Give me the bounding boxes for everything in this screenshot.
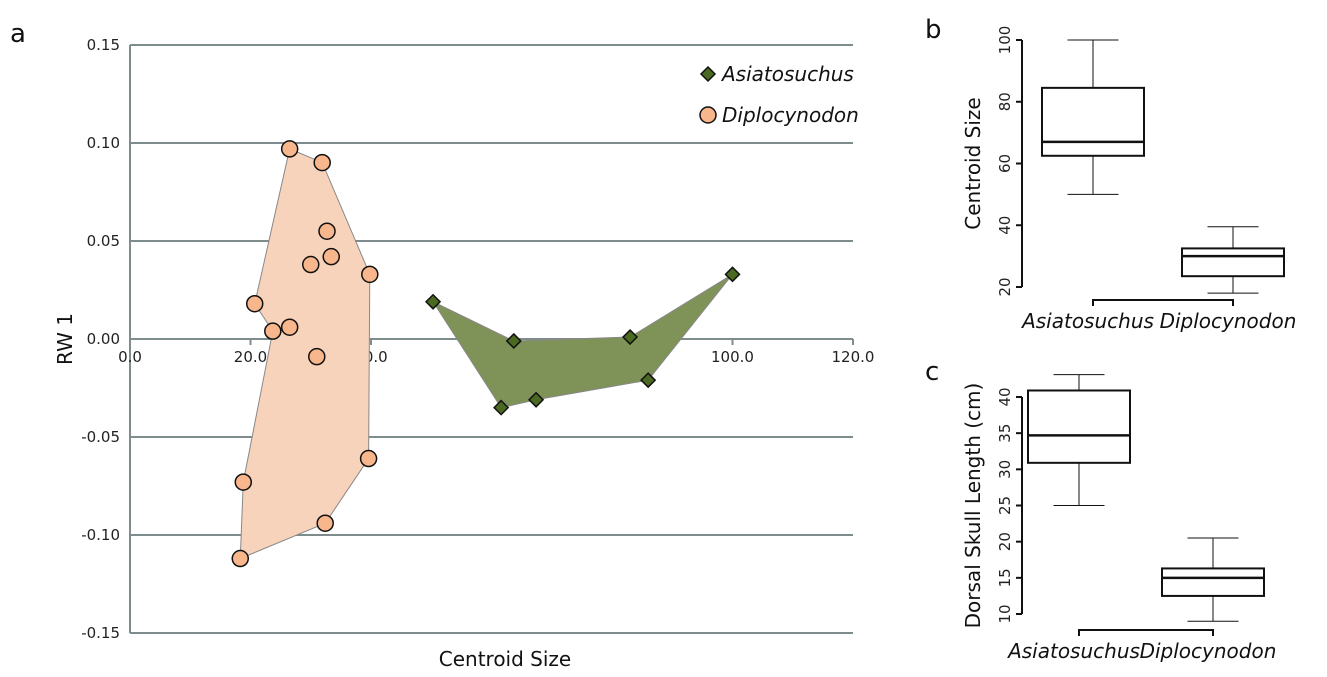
panel-label-c: c <box>925 357 939 387</box>
y-tick-label: 0.00 <box>87 330 120 348</box>
y-tick-label: 0.05 <box>87 232 120 250</box>
point-diplocynodon <box>318 222 336 240</box>
box-asiatosuchus <box>1041 86 1145 157</box>
point-asiatosuchus <box>528 391 545 408</box>
y-axis-label: RW 1 <box>53 313 77 365</box>
y-tick-label: 60 <box>996 154 1014 173</box>
x-tick-label: 100.0 <box>711 348 754 366</box>
y-axis-label: Centroid Size <box>961 97 985 229</box>
x-category-label: Asiatosuchus <box>1020 309 1154 333</box>
legend-label: Diplocynodon <box>722 103 859 127</box>
point-asiatosuchus <box>724 266 741 283</box>
y-tick-label: 40 <box>996 216 1014 235</box>
point-diplocynodon <box>234 473 253 491</box>
legend-label: Asiatosuchus <box>720 62 854 86</box>
box-asiatosuchus <box>1027 389 1131 464</box>
point-asiatosuchus <box>640 372 657 389</box>
y-tick-label: -0.10 <box>81 526 120 544</box>
y-tick-label: 80 <box>996 92 1014 111</box>
y-axis-label: Dorsal Skull Length (cm) <box>961 383 985 629</box>
legend-marker-circle <box>699 106 717 124</box>
point-diplocynodon <box>245 294 264 313</box>
point-diplocynodon <box>308 347 326 366</box>
point-diplocynodon <box>361 265 379 284</box>
point-diplocynodon <box>359 449 378 468</box>
y-tick-label: 20 <box>996 277 1014 296</box>
point-diplocynodon <box>231 549 250 568</box>
x-category-label: Diplocynodon <box>1140 639 1277 663</box>
box-diplocynodon <box>1181 247 1285 278</box>
point-asiatosuchus <box>622 328 639 346</box>
y-tick-label: -0.05 <box>81 428 120 446</box>
y-tick-label: 35 <box>996 424 1014 443</box>
y-tick-label: 25 <box>996 496 1014 515</box>
point-diplocynodon <box>280 318 299 336</box>
x-tick-label: 0.0 <box>118 348 142 366</box>
panel-label-b: b <box>925 15 942 45</box>
y-tick-label: 15 <box>996 568 1014 587</box>
y-tick-label: 20 <box>996 532 1014 551</box>
x-category-label: Diplocynodon <box>1160 309 1297 333</box>
x-tick-label: 20.0 <box>234 348 267 366</box>
x-category-label: Asiatosuchus <box>1006 639 1140 663</box>
point-diplocynodon <box>264 322 282 340</box>
point-diplocynodon <box>313 153 331 172</box>
legend-marker-diamond <box>699 65 717 83</box>
point-diplocynodon <box>302 255 320 274</box>
x-axis-label: Centroid Size <box>439 647 571 671</box>
y-tick-label: 40 <box>996 387 1014 406</box>
box-diplocynodon <box>1161 567 1265 597</box>
x-axis-bracket <box>1092 299 1234 306</box>
point-diplocynodon <box>280 140 299 158</box>
y-tick-label: 100 <box>996 26 1014 55</box>
point-asiatosuchus <box>493 399 510 416</box>
panel-label-a: a <box>10 19 26 49</box>
x-axis-bracket <box>1078 629 1214 636</box>
hull-asiatosuchus <box>431 273 733 409</box>
point-asiatosuchus <box>505 332 522 350</box>
y-tick-label: 0.10 <box>87 134 120 152</box>
point-diplocynodon <box>316 514 334 532</box>
y-tick-label: 0.15 <box>87 36 120 54</box>
point-diplocynodon <box>322 247 340 266</box>
point-asiatosuchus <box>424 293 442 310</box>
y-tick-label: 30 <box>996 460 1014 479</box>
y-tick-label: -0.15 <box>81 624 120 642</box>
x-tick-label: 120.0 <box>832 348 875 366</box>
y-tick-label: 10 <box>996 604 1014 623</box>
